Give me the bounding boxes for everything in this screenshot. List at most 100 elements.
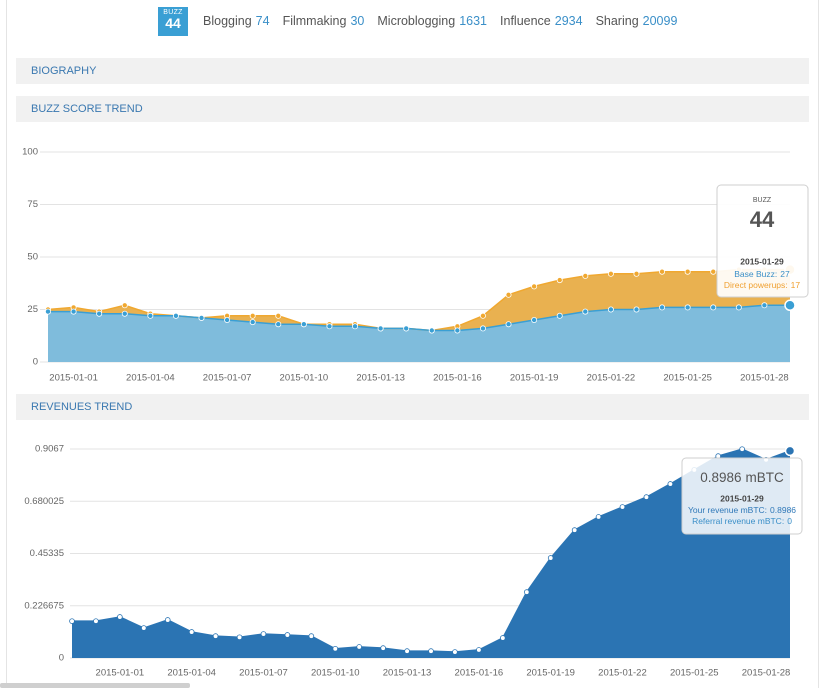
point bbox=[141, 625, 147, 631]
point bbox=[556, 312, 563, 319]
point bbox=[45, 308, 52, 315]
point bbox=[505, 321, 512, 328]
tooltip-title: BUZZ bbox=[753, 197, 772, 204]
x-tick-label: 2015-01-07 bbox=[239, 668, 288, 679]
x-tick-label: 2015-01-10 bbox=[280, 373, 329, 384]
stat-value: 74 bbox=[255, 14, 270, 28]
point bbox=[284, 632, 291, 638]
area bbox=[48, 269, 790, 331]
point bbox=[684, 268, 691, 275]
tooltip-line: Referral revenue mBTC: 0 bbox=[692, 516, 792, 526]
point bbox=[735, 304, 742, 311]
tooltip-line: Direct powerups: 17 bbox=[724, 280, 801, 290]
point bbox=[260, 631, 267, 637]
section-header[interactable]: BUZZ SCORE TREND bbox=[16, 96, 809, 122]
x-tick-label: 2015-01-01 bbox=[96, 668, 145, 679]
point bbox=[784, 445, 796, 457]
stat-label: Filmmaking bbox=[282, 14, 347, 28]
x-tick-label: 2015-01-25 bbox=[663, 373, 712, 384]
point bbox=[454, 327, 461, 334]
tooltip-date: 2015-01-29 bbox=[740, 256, 784, 266]
tooltip-box bbox=[716, 184, 809, 298]
point bbox=[147, 312, 154, 319]
tooltip-label: Direct powerups: bbox=[724, 280, 788, 290]
point bbox=[300, 321, 307, 328]
point bbox=[633, 306, 640, 313]
stat: Blogging 74 bbox=[203, 14, 270, 28]
stat: Filmmaking 30 bbox=[283, 14, 365, 28]
point bbox=[121, 310, 128, 317]
tooltip-label: Base Buzz: bbox=[734, 269, 777, 279]
stat-value: 2934 bbox=[554, 14, 583, 28]
point bbox=[582, 308, 589, 315]
x-tick-label: 2015-01-19 bbox=[510, 373, 559, 384]
point bbox=[739, 446, 745, 452]
revenue-chart: 0 0.226675 0.45335 0.680025 0.9067 2015-01-01… bbox=[24, 444, 796, 679]
point bbox=[308, 633, 315, 639]
tooltip-value: 0 bbox=[787, 516, 792, 526]
y-tick-label: 75 bbox=[27, 199, 38, 210]
point bbox=[710, 304, 717, 311]
point bbox=[117, 614, 123, 620]
buzz-tooltip: BUZZ 44 2015-01-29 Base Buzz: 27 Direct p… bbox=[716, 184, 809, 298]
x-tick-label: 2015-01-04 bbox=[126, 373, 175, 384]
scrollbar[interactable] bbox=[0, 683, 190, 688]
point bbox=[352, 323, 359, 330]
stat-label: Influence bbox=[500, 14, 551, 28]
point bbox=[164, 617, 171, 623]
buzz-chart: 0 25 50 75 100 2015-01-01 2015-01-04 2015-01-07… bbox=[22, 147, 796, 384]
line bbox=[48, 304, 790, 332]
tooltip-unit: mBTC bbox=[746, 470, 784, 485]
point bbox=[505, 291, 512, 298]
x-tick-label: 2015-01-07 bbox=[203, 373, 252, 384]
stat: Sharing 20099 bbox=[596, 14, 678, 28]
tooltip-value: 0.8986 bbox=[700, 470, 741, 485]
stat-label: Microblogging bbox=[377, 14, 456, 28]
area bbox=[72, 449, 790, 658]
point bbox=[761, 302, 768, 309]
point bbox=[479, 312, 486, 319]
y-tick-label: 50 bbox=[27, 252, 38, 263]
point bbox=[523, 589, 530, 595]
section-header[interactable]: BIOGRAPHY bbox=[16, 58, 809, 84]
section-header[interactable]: REVENUES TREND bbox=[16, 394, 809, 420]
point bbox=[212, 633, 219, 639]
tooltip-headline: 0.8986 mBTC bbox=[700, 470, 784, 485]
y-tick-label: 0.9067 bbox=[35, 444, 64, 455]
point bbox=[659, 304, 666, 311]
tooltip-value: 0.8986 bbox=[770, 505, 796, 515]
tooltip-label: Your revenue mBTC: bbox=[688, 505, 767, 515]
stat: Microblogging 1631 bbox=[377, 14, 487, 28]
point bbox=[619, 504, 626, 510]
point bbox=[428, 327, 435, 334]
revenue-tooltip: 0.8986 mBTC 2015-01-29 Your revenue mBTC:… bbox=[681, 457, 803, 535]
point bbox=[380, 645, 386, 651]
point bbox=[452, 649, 458, 655]
x-tick-label: 2015-01-04 bbox=[167, 668, 216, 679]
point bbox=[249, 319, 256, 326]
badge-value: 44 bbox=[165, 15, 181, 31]
point bbox=[607, 270, 614, 277]
x-tick-label: 2015-01-01 bbox=[49, 373, 98, 384]
point bbox=[643, 494, 650, 500]
point bbox=[595, 514, 602, 520]
point bbox=[531, 283, 538, 290]
point bbox=[667, 481, 674, 487]
point bbox=[172, 312, 179, 319]
point bbox=[275, 321, 282, 328]
point bbox=[428, 648, 434, 654]
y-tick-label: 0.45335 bbox=[30, 548, 64, 559]
point bbox=[275, 312, 282, 319]
point bbox=[476, 647, 482, 653]
x-tick-label: 2015-01-10 bbox=[311, 668, 360, 679]
stats: Blogging 74 Filmmaking 30 Microblogging 1631 I… bbox=[203, 14, 690, 28]
x-tick-label: 2015-01-13 bbox=[356, 373, 405, 384]
tooltip-value: 17 bbox=[791, 280, 801, 290]
frame bbox=[6, 0, 819, 688]
y-tick-label: 100 bbox=[22, 147, 38, 158]
point bbox=[377, 325, 384, 332]
point bbox=[710, 268, 717, 275]
point bbox=[70, 308, 77, 315]
